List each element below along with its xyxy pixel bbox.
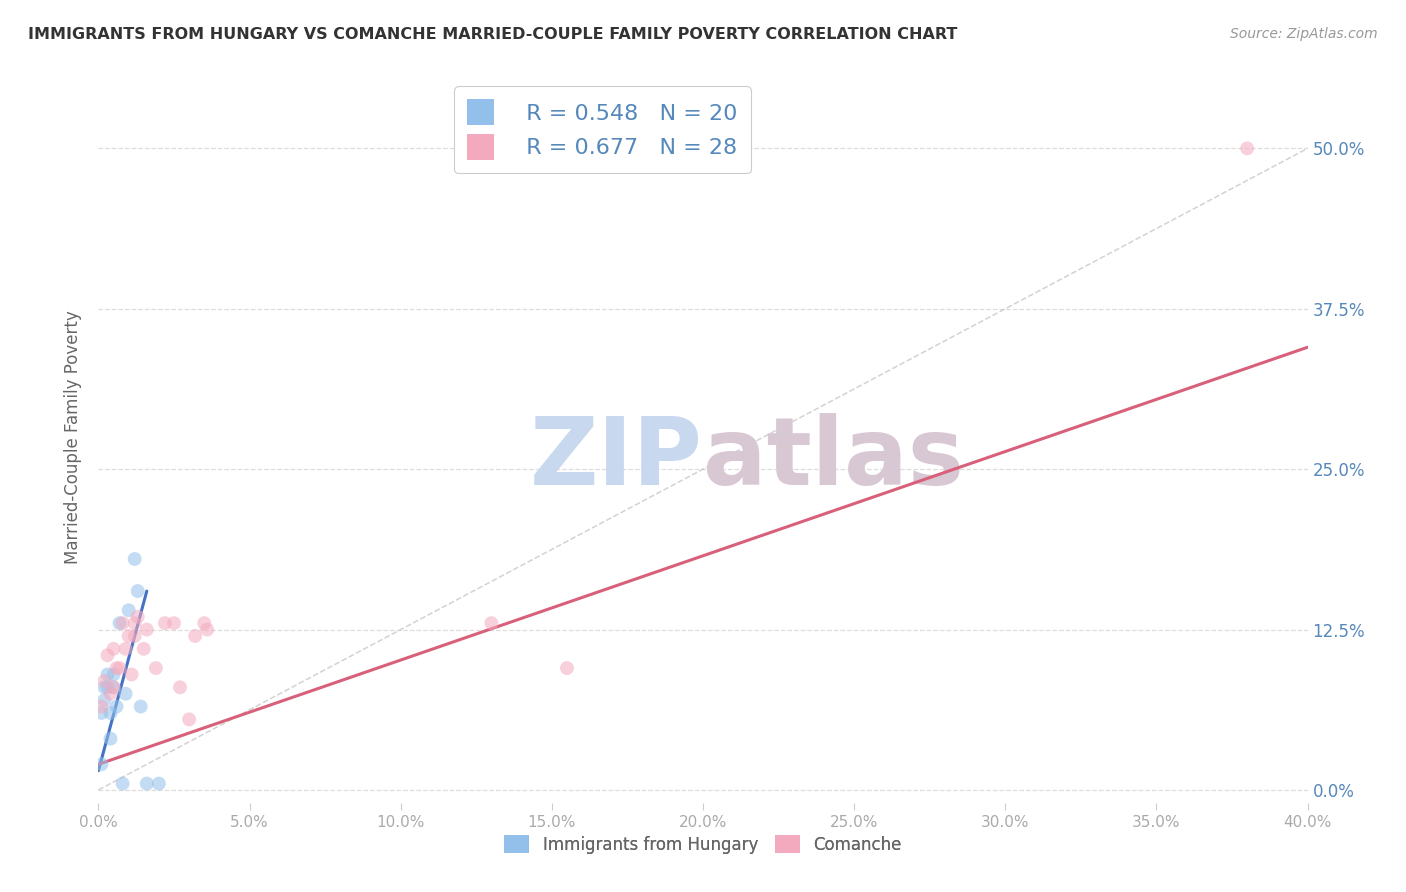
Point [114,687,136,701]
Point [96,667,118,681]
Point [93,693,115,707]
Point [108,616,131,631]
Text: IMMIGRANTS FROM HUNGARY VS COMANCHE MARRIED-COUPLE FAMILY POVERTY CORRELATION CH: IMMIGRANTS FROM HUNGARY VS COMANCHE MARR… [28,27,957,42]
Point [124,616,146,631]
Point [129,699,152,714]
Point [127,584,149,599]
Point [169,681,191,695]
Point [103,667,125,681]
Point [93,681,115,695]
Point [145,661,167,675]
Point [103,681,125,695]
Point [163,616,186,631]
Point [148,776,170,790]
Point [135,776,157,790]
Point [90,699,112,714]
Point [193,616,215,631]
Point [127,609,149,624]
Point [96,681,118,695]
Point [118,629,141,643]
Point [124,552,146,566]
Text: atlas: atlas [703,413,965,505]
Point [124,629,146,643]
Point [96,648,118,663]
Point [105,661,128,675]
Point [105,699,128,714]
Point [90,757,112,772]
Point [90,706,112,720]
Point [1236,141,1258,155]
Point [111,776,134,790]
Point [184,629,207,643]
Point [481,616,503,631]
Point [111,616,134,631]
Point [93,673,115,688]
Point [179,712,201,726]
Legend: Immigrants from Hungary, Comanche: Immigrants from Hungary, Comanche [498,829,908,860]
Point [135,623,157,637]
Point [100,706,122,720]
Point [153,616,176,631]
Point [555,661,578,675]
Point [103,641,125,656]
Point [114,641,136,656]
Point [108,661,131,675]
Point [100,687,122,701]
Point [121,667,143,681]
Point [195,623,218,637]
Text: Source: ZipAtlas.com: Source: ZipAtlas.com [1230,27,1378,41]
Point [132,641,155,656]
Point [118,603,141,617]
Y-axis label: Married-Couple Family Poverty: Married-Couple Family Poverty [65,310,83,564]
Point [100,731,122,746]
Text: ZIP: ZIP [530,413,703,505]
Point [103,681,125,695]
